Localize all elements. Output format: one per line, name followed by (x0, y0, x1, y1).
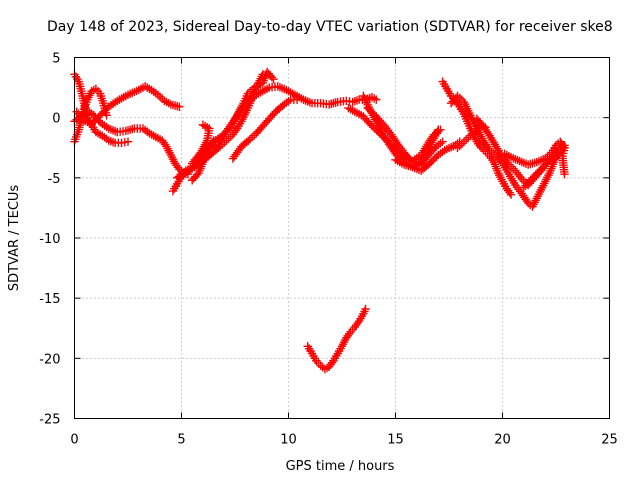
data-point (506, 190, 516, 199)
series-track-7 (198, 82, 381, 158)
chart-title: Day 148 of 2023, Sidereal Day-to-day VTE… (47, 19, 613, 35)
series-track-21 (303, 304, 370, 374)
x-tick-label: 25 (601, 433, 618, 448)
series-track-3 (72, 82, 184, 128)
y-tick-label: -5 (48, 172, 61, 187)
plot-frame (74, 57, 610, 419)
tick-labels: 0 5 10 15 20 25 -25 -20 -15 -10 -5 0 5 (39, 52, 618, 448)
data-point (481, 123, 490, 132)
y-tick-label: 5 (52, 52, 60, 67)
data-point (361, 304, 370, 314)
x-tick-label: 0 (70, 433, 78, 448)
x-axis-label: GPS time / hours (286, 459, 395, 474)
series-track-14 (391, 125, 443, 172)
y-tick-label: -20 (39, 352, 60, 367)
series-track-15 (438, 77, 516, 199)
data-point (560, 170, 569, 179)
data-point (372, 95, 381, 104)
x-tick-label: 15 (387, 433, 404, 448)
data-point (123, 137, 133, 146)
data-point (175, 102, 184, 112)
data-point (438, 137, 447, 146)
series-track-18 (453, 120, 490, 152)
data-point (434, 125, 443, 134)
data-point (198, 120, 208, 130)
series-track-20 (519, 150, 563, 192)
series-track-8 (228, 95, 302, 163)
y-tick-label: 0 (52, 112, 60, 127)
grid (74, 57, 610, 419)
x-tick-label: 10 (280, 433, 297, 448)
x-tick-label: 20 (494, 433, 511, 448)
data-point (209, 136, 218, 145)
y-tick-label: -10 (39, 232, 60, 247)
y-tick-label: -15 (39, 292, 60, 307)
data-point (430, 154, 440, 163)
data-point (432, 152, 441, 161)
y-tick-label: -25 (39, 413, 60, 428)
series-track-19 (500, 137, 569, 179)
data-point (553, 150, 563, 160)
x-tick-label: 5 (177, 433, 185, 448)
series-track-10 (173, 136, 218, 183)
y-axis-label: SDTVAR / TECUs (7, 185, 22, 292)
data-point (292, 95, 302, 104)
data-point (269, 74, 278, 84)
data-points (70, 67, 569, 374)
